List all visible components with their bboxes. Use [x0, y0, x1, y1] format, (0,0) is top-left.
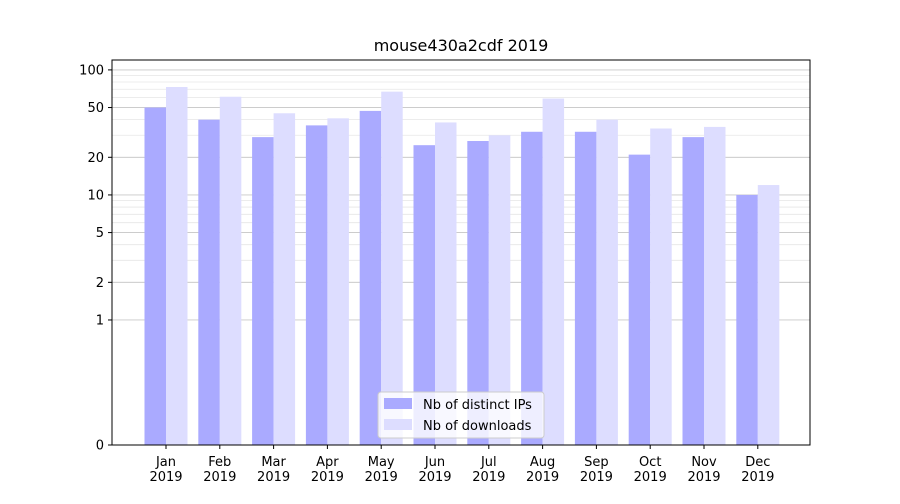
bar [273, 113, 296, 445]
bar [327, 118, 349, 445]
x-tick-label: Apr [316, 455, 339, 470]
bar [144, 107, 166, 446]
x-tick-label: 2019 [526, 470, 559, 485]
x-tick-label: 2019 [365, 470, 398, 485]
legend-label: Nb of downloads [423, 419, 532, 434]
bar [166, 86, 188, 445]
y-tick-label: 1 [96, 313, 104, 328]
bar [704, 126, 726, 446]
y-axis: 0 1 2 5 10 20 50 100 [79, 63, 112, 454]
bar [521, 131, 543, 445]
x-tick-label: 2019 [149, 470, 182, 485]
x-tick-label: 2019 [472, 470, 505, 485]
x-tick-label: 2019 [311, 470, 344, 485]
legend-box [377, 391, 545, 439]
x-tick-label: Feb [208, 455, 231, 470]
bar [467, 140, 489, 445]
bar [198, 119, 220, 446]
bar [628, 154, 651, 446]
y-tick-label: 5 [96, 226, 104, 241]
bar [574, 131, 597, 445]
x-tick-label: 2019 [203, 470, 236, 485]
x-tick-label: Dec [745, 455, 770, 470]
bar [219, 96, 242, 445]
chart-title: mouse430a2cdf 2019 [374, 36, 549, 55]
x-tick-label: Mar [261, 455, 286, 470]
x-tick-label: Oct [639, 455, 661, 470]
y-tick-label: 100 [79, 63, 104, 78]
x-tick-label: 2019 [418, 470, 451, 485]
x-tick-label: 2019 [580, 470, 613, 485]
x-tick-label: Nov [691, 455, 717, 470]
bar [381, 91, 403, 445]
x-tick-label: Jun [424, 455, 445, 470]
legend-swatch [384, 419, 412, 430]
x-tick-label: 2019 [634, 470, 667, 485]
bar [650, 128, 672, 445]
bar [736, 194, 758, 445]
y-tick-label: 50 [87, 101, 104, 116]
y-tick-label: 2 [96, 276, 104, 291]
bar [359, 110, 382, 445]
x-axis: Jan2019Feb2019Mar2019Apr2019May2019Jun20… [149, 445, 774, 485]
bar [435, 122, 457, 445]
bar [757, 185, 780, 445]
bar [488, 135, 511, 445]
bar [252, 137, 274, 445]
legend-swatch [384, 398, 412, 409]
legend: Nb of distinct IPs Nb of downloads [377, 391, 545, 439]
x-tick-label: Sep [584, 455, 609, 470]
bar [596, 119, 618, 446]
y-tick-label: 10 [87, 188, 104, 203]
x-tick-label: 2019 [741, 470, 774, 485]
y-tick-label: 0 [96, 439, 104, 454]
x-tick-label: Jan [155, 455, 176, 470]
x-tick-label: Jul [480, 455, 497, 470]
x-tick-label: Aug [530, 455, 555, 470]
y-tick-label: 20 [87, 151, 104, 166]
bar [542, 98, 565, 446]
bar [413, 145, 435, 445]
legend-label: Nb of distinct IPs [423, 398, 532, 413]
x-tick-label: 2019 [687, 470, 720, 485]
bar [305, 125, 328, 445]
x-tick-label: May [368, 455, 395, 470]
x-tick-label: 2019 [257, 470, 290, 485]
bar [682, 137, 704, 445]
plot-frame [111, 59, 811, 446]
bars-layer [144, 86, 780, 446]
